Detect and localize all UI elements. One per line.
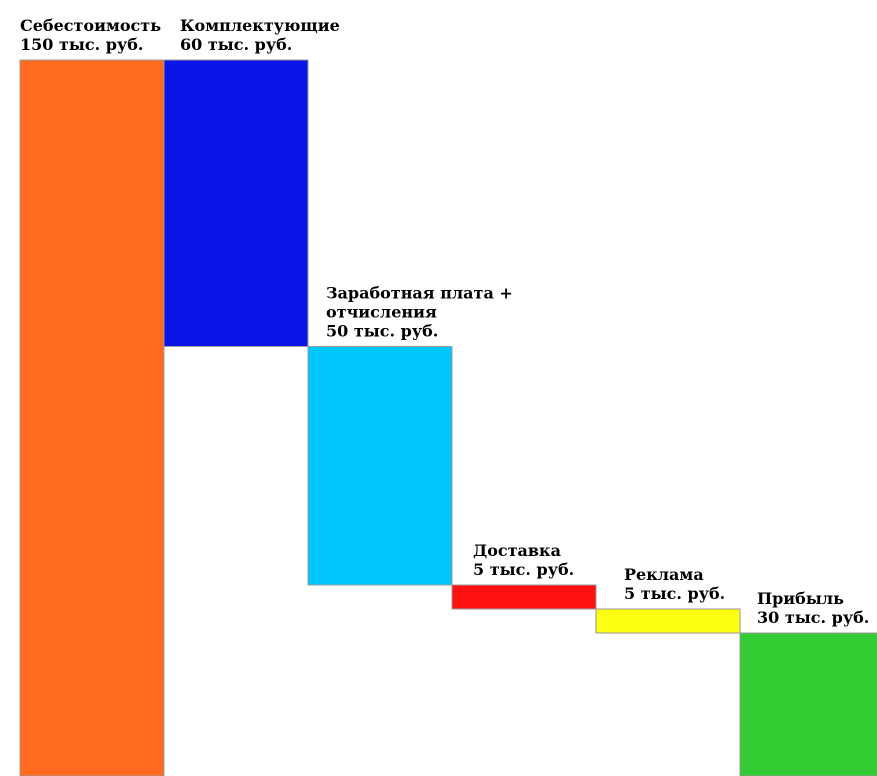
labels-layer: Себестоимость 150 тыс. руб. Комплектующие 6… (20, 16, 869, 627)
waterfall-bar-5 (595, 608, 741, 634)
waterfall-bar-3 (307, 345, 453, 586)
bar-label-line: 150 тыс. руб. (20, 35, 143, 54)
bar-label-2: Комплектующие 60 тыс. руб. (180, 16, 340, 54)
bars-layer (19, 59, 877, 776)
bar-label-6: Прибыль 30 тыс. руб. (757, 589, 869, 627)
bar-label-line: 5 тыс. руб. (624, 584, 725, 603)
bar-label-line: Заработная плата + (326, 283, 513, 302)
waterfall-bar-6 (739, 632, 877, 776)
bar-label-line: Комплектующие (180, 16, 340, 35)
bar-label-line: Себестоимость (20, 16, 161, 35)
waterfall-bar-1 (19, 59, 165, 776)
bar-label-4: Доставка 5 тыс. руб. (473, 541, 574, 579)
bar-label-line: 5 тыс. руб. (473, 560, 574, 579)
waterfall-bar-2 (163, 59, 309, 347)
bar-label-line: отчисления (326, 302, 437, 321)
bar-label-line: 30 тыс. руб. (757, 608, 869, 627)
waterfall-bar-4 (451, 584, 597, 610)
bar-label-line: Прибыль (757, 589, 844, 608)
bar-label-5: Реклама 5 тыс. руб. (624, 565, 725, 603)
bar-label-line: 50 тыс. руб. (326, 321, 438, 340)
bar-label-line: Реклама (624, 565, 704, 584)
bar-label-3: Заработная плата + отчисления 50 тыс. руб. (326, 283, 513, 340)
bar-label-line: Доставка (473, 541, 561, 560)
bar-label-1: Себестоимость 150 тыс. руб. (20, 16, 161, 54)
bar-label-line: 60 тыс. руб. (180, 35, 292, 54)
